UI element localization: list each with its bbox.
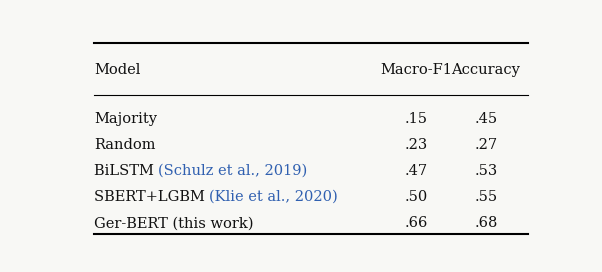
- Text: Random: Random: [94, 138, 155, 152]
- Text: .47: .47: [405, 164, 427, 178]
- Text: Accuracy: Accuracy: [452, 63, 520, 77]
- Text: .53: .53: [474, 164, 497, 178]
- Text: .15: .15: [405, 112, 427, 125]
- Text: Macro-F1: Macro-F1: [380, 63, 452, 77]
- Text: .55: .55: [474, 190, 497, 204]
- Text: .68: .68: [474, 216, 497, 230]
- Text: Majority: Majority: [94, 112, 157, 125]
- Text: .27: .27: [474, 138, 497, 152]
- Text: .23: .23: [404, 138, 427, 152]
- Text: .45: .45: [474, 112, 497, 125]
- Text: SBERT+LGBM: SBERT+LGBM: [94, 190, 209, 204]
- Text: BiLSTM: BiLSTM: [94, 164, 158, 178]
- Text: (Klie et al., 2020): (Klie et al., 2020): [209, 190, 338, 204]
- Text: .50: .50: [404, 190, 427, 204]
- Text: Ger-BERT (this work): Ger-BERT (this work): [94, 216, 253, 230]
- Text: (Schulz et al., 2019): (Schulz et al., 2019): [158, 164, 308, 178]
- Text: Model: Model: [94, 63, 140, 77]
- Text: .66: .66: [404, 216, 427, 230]
